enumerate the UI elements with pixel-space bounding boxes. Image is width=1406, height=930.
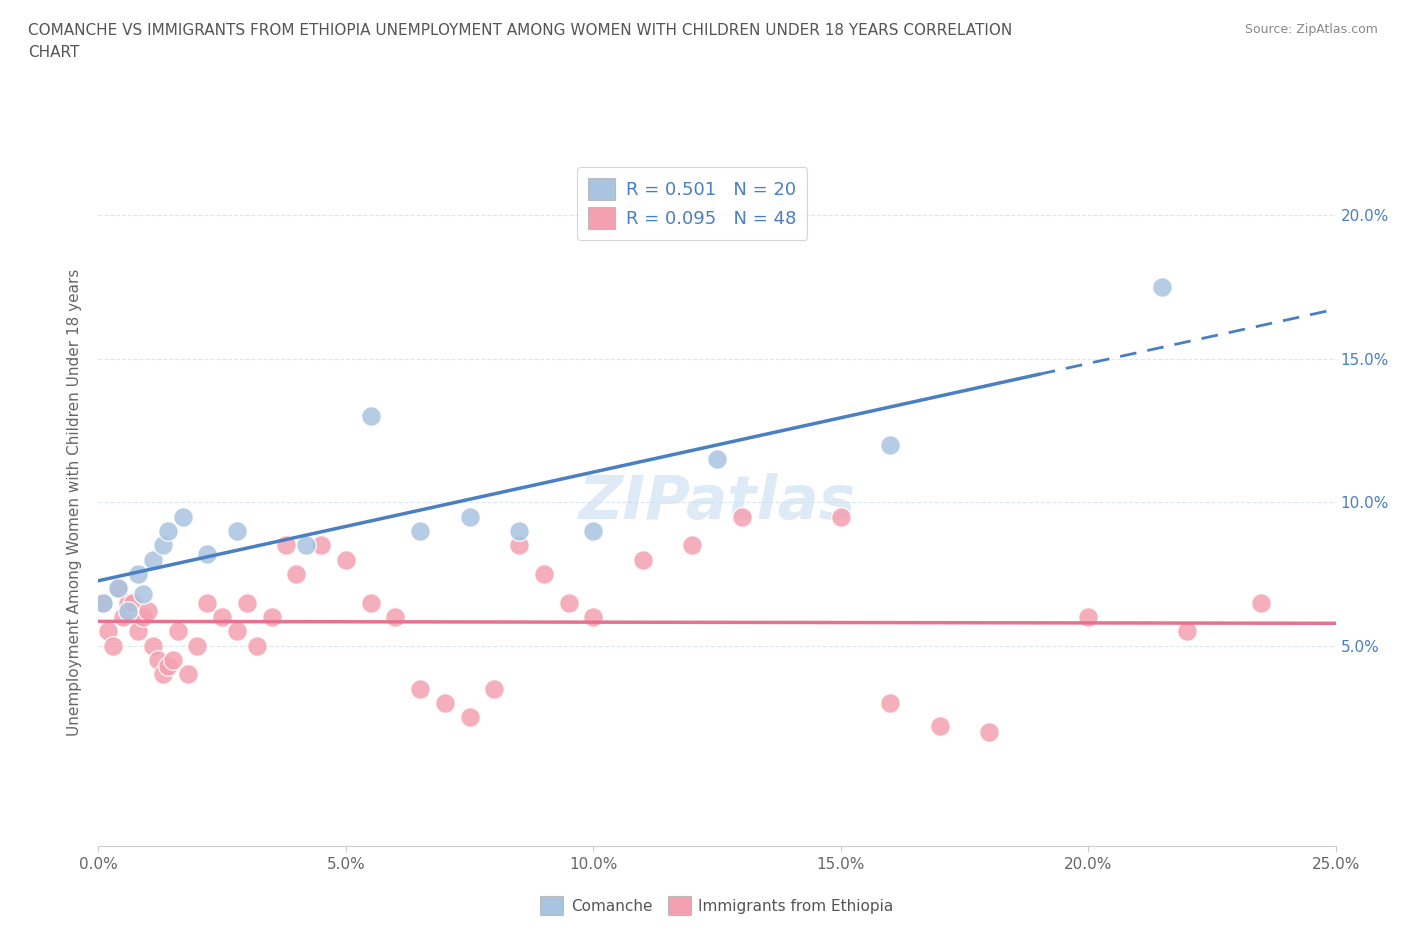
- Point: [127, 624, 149, 639]
- Point: [484, 681, 506, 696]
- Point: [582, 609, 605, 624]
- Point: [142, 638, 165, 653]
- Point: [1250, 595, 1272, 610]
- Point: [631, 552, 654, 567]
- Point: [681, 538, 703, 552]
- Point: [156, 658, 179, 673]
- Point: [93, 595, 115, 610]
- Y-axis label: Unemployment Among Women with Children Under 18 years: Unemployment Among Women with Children U…: [67, 269, 83, 736]
- Point: [979, 724, 1001, 739]
- Point: [1077, 609, 1099, 624]
- Point: [285, 566, 308, 581]
- Point: [409, 681, 432, 696]
- Point: [146, 653, 169, 668]
- Point: [166, 624, 188, 639]
- Point: [132, 609, 155, 624]
- Text: Source: ZipAtlas.com: Source: ZipAtlas.com: [1244, 23, 1378, 36]
- Point: [156, 524, 179, 538]
- Point: [1152, 280, 1174, 295]
- Point: [582, 524, 605, 538]
- Point: [112, 609, 135, 624]
- Point: [136, 604, 159, 618]
- Point: [384, 609, 406, 624]
- Point: [928, 718, 950, 733]
- Point: [508, 538, 530, 552]
- Point: [122, 595, 145, 610]
- Point: [458, 509, 481, 524]
- Point: [879, 696, 901, 711]
- Point: [117, 595, 139, 610]
- Point: [152, 667, 174, 682]
- Point: [107, 580, 129, 595]
- Point: [731, 509, 754, 524]
- Point: [97, 624, 120, 639]
- Point: [226, 524, 249, 538]
- Point: [172, 509, 194, 524]
- Point: [360, 409, 382, 424]
- Point: [879, 437, 901, 452]
- Point: [127, 566, 149, 581]
- Point: [236, 595, 259, 610]
- Point: [211, 609, 233, 624]
- Point: [93, 595, 115, 610]
- Point: [132, 587, 155, 602]
- Point: [508, 524, 530, 538]
- Point: [1175, 624, 1198, 639]
- Point: [433, 696, 456, 711]
- Point: [103, 638, 125, 653]
- Point: [260, 609, 283, 624]
- Text: COMANCHE VS IMMIGRANTS FROM ETHIOPIA UNEMPLOYMENT AMONG WOMEN WITH CHILDREN UNDE: COMANCHE VS IMMIGRANTS FROM ETHIOPIA UNE…: [28, 23, 1012, 38]
- Point: [533, 566, 555, 581]
- Point: [152, 538, 174, 552]
- Point: [295, 538, 318, 552]
- Point: [142, 552, 165, 567]
- Point: [557, 595, 579, 610]
- Point: [117, 604, 139, 618]
- Point: [186, 638, 208, 653]
- Point: [309, 538, 332, 552]
- Text: CHART: CHART: [28, 45, 80, 60]
- Point: [195, 595, 218, 610]
- Point: [162, 653, 184, 668]
- Point: [176, 667, 198, 682]
- Point: [706, 452, 728, 467]
- Point: [107, 580, 129, 595]
- Legend: Comanche, Immigrants from Ethiopia: Comanche, Immigrants from Ethiopia: [534, 890, 900, 922]
- Point: [276, 538, 298, 552]
- Point: [830, 509, 852, 524]
- Point: [246, 638, 269, 653]
- Point: [409, 524, 432, 538]
- Text: ZIPatlas: ZIPatlas: [578, 472, 856, 532]
- Point: [335, 552, 357, 567]
- Point: [226, 624, 249, 639]
- Point: [195, 547, 218, 562]
- Point: [458, 710, 481, 724]
- Point: [360, 595, 382, 610]
